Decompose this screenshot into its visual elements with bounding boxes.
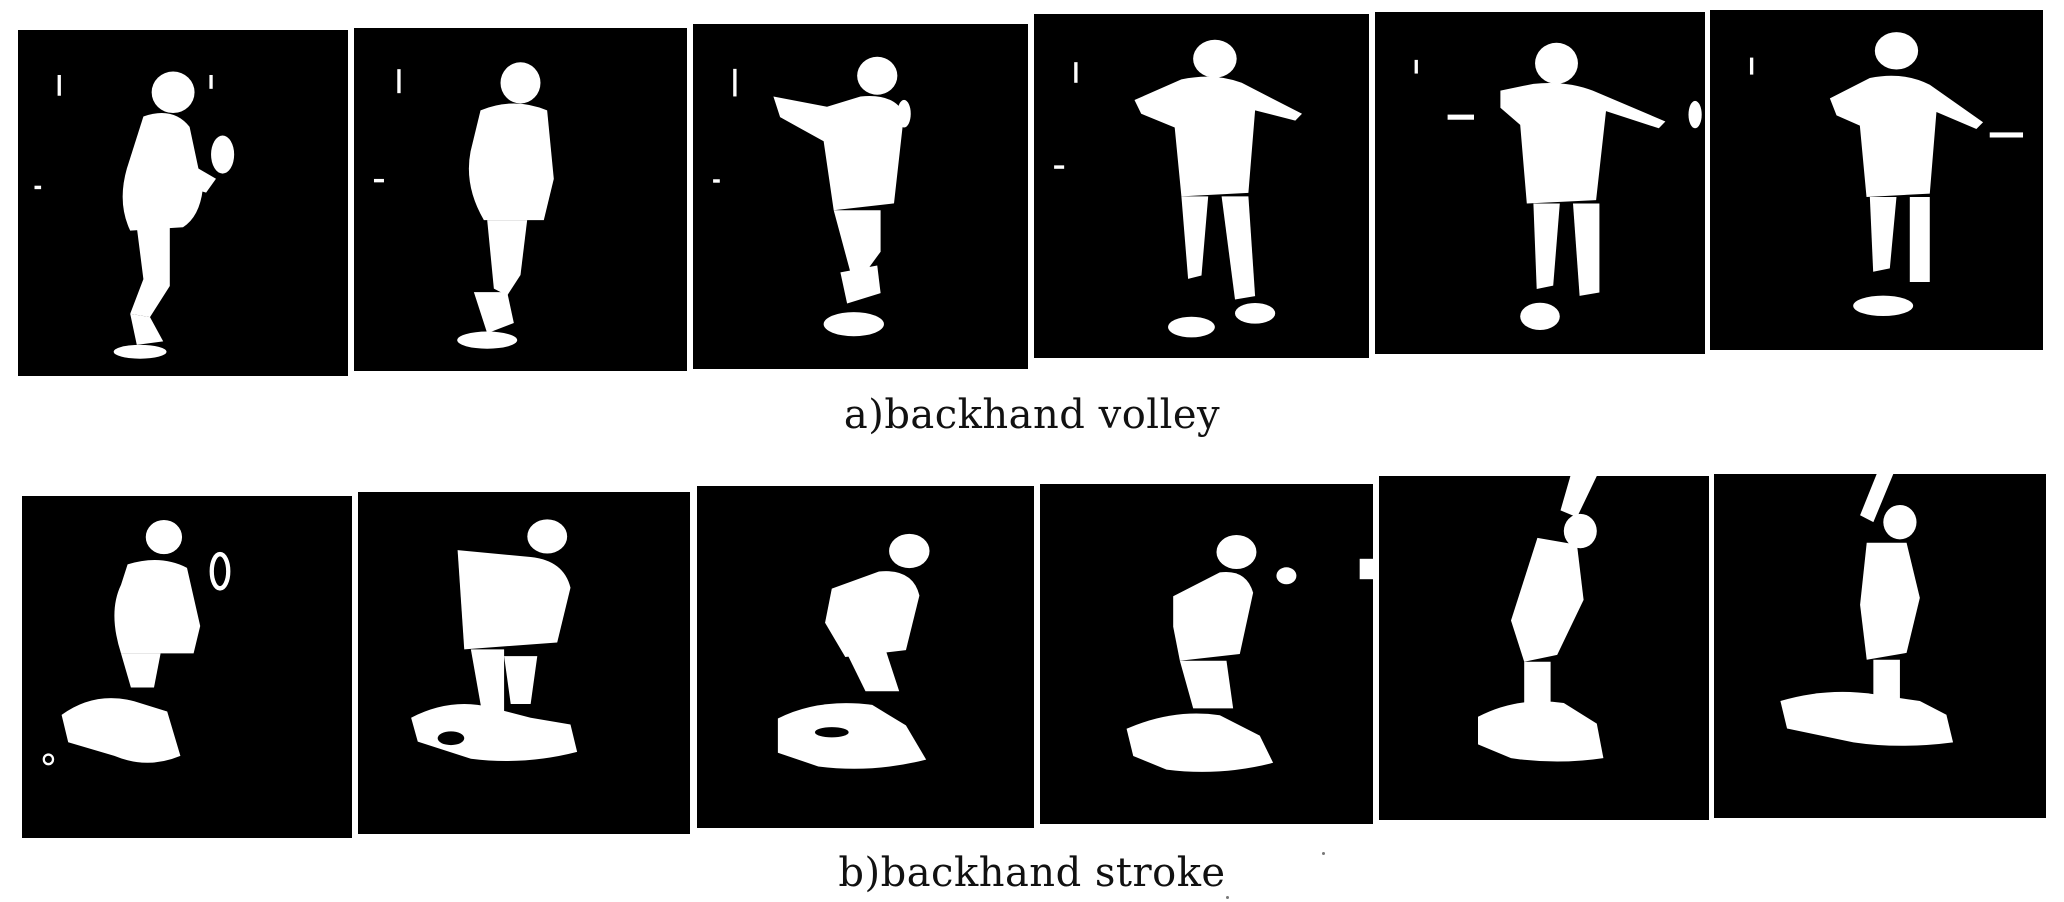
caption-backhand-stroke: b)backhand stroke — [838, 850, 1226, 896]
stroke-frame-3 — [697, 486, 1034, 828]
player-silhouette — [34, 71, 235, 359]
player-silhouette — [1054, 39, 1302, 338]
scan-speck — [1226, 896, 1229, 899]
player-silhouette — [42, 519, 231, 766]
player-silhouette — [1780, 474, 1954, 746]
stroke-frame-4 — [1040, 484, 1373, 824]
player-silhouette — [1749, 32, 2024, 316]
volley-frame-4 — [1034, 14, 1369, 358]
caption-backhand-volley: a)backhand volley — [843, 392, 1221, 438]
volley-frame-2 — [354, 28, 687, 371]
volley-frame-3 — [693, 24, 1028, 369]
volley-frame-1 — [18, 30, 348, 376]
player-silhouette — [411, 519, 578, 762]
stroke-frame-2 — [358, 492, 690, 834]
player-silhouette — [713, 56, 911, 337]
player-silhouette — [373, 62, 554, 349]
volley-frame-6 — [1710, 10, 2043, 350]
player-silhouette — [1126, 535, 1373, 772]
volley-frame-5 — [1375, 12, 1705, 354]
scan-speck — [1322, 852, 1325, 855]
player-silhouette — [1478, 476, 1604, 762]
stroke-frame-1 — [22, 496, 352, 838]
player-silhouette — [1414, 42, 1702, 331]
player-silhouette — [777, 533, 930, 769]
stroke-frame-6 — [1714, 474, 2046, 818]
stroke-frame-5 — [1379, 476, 1709, 820]
